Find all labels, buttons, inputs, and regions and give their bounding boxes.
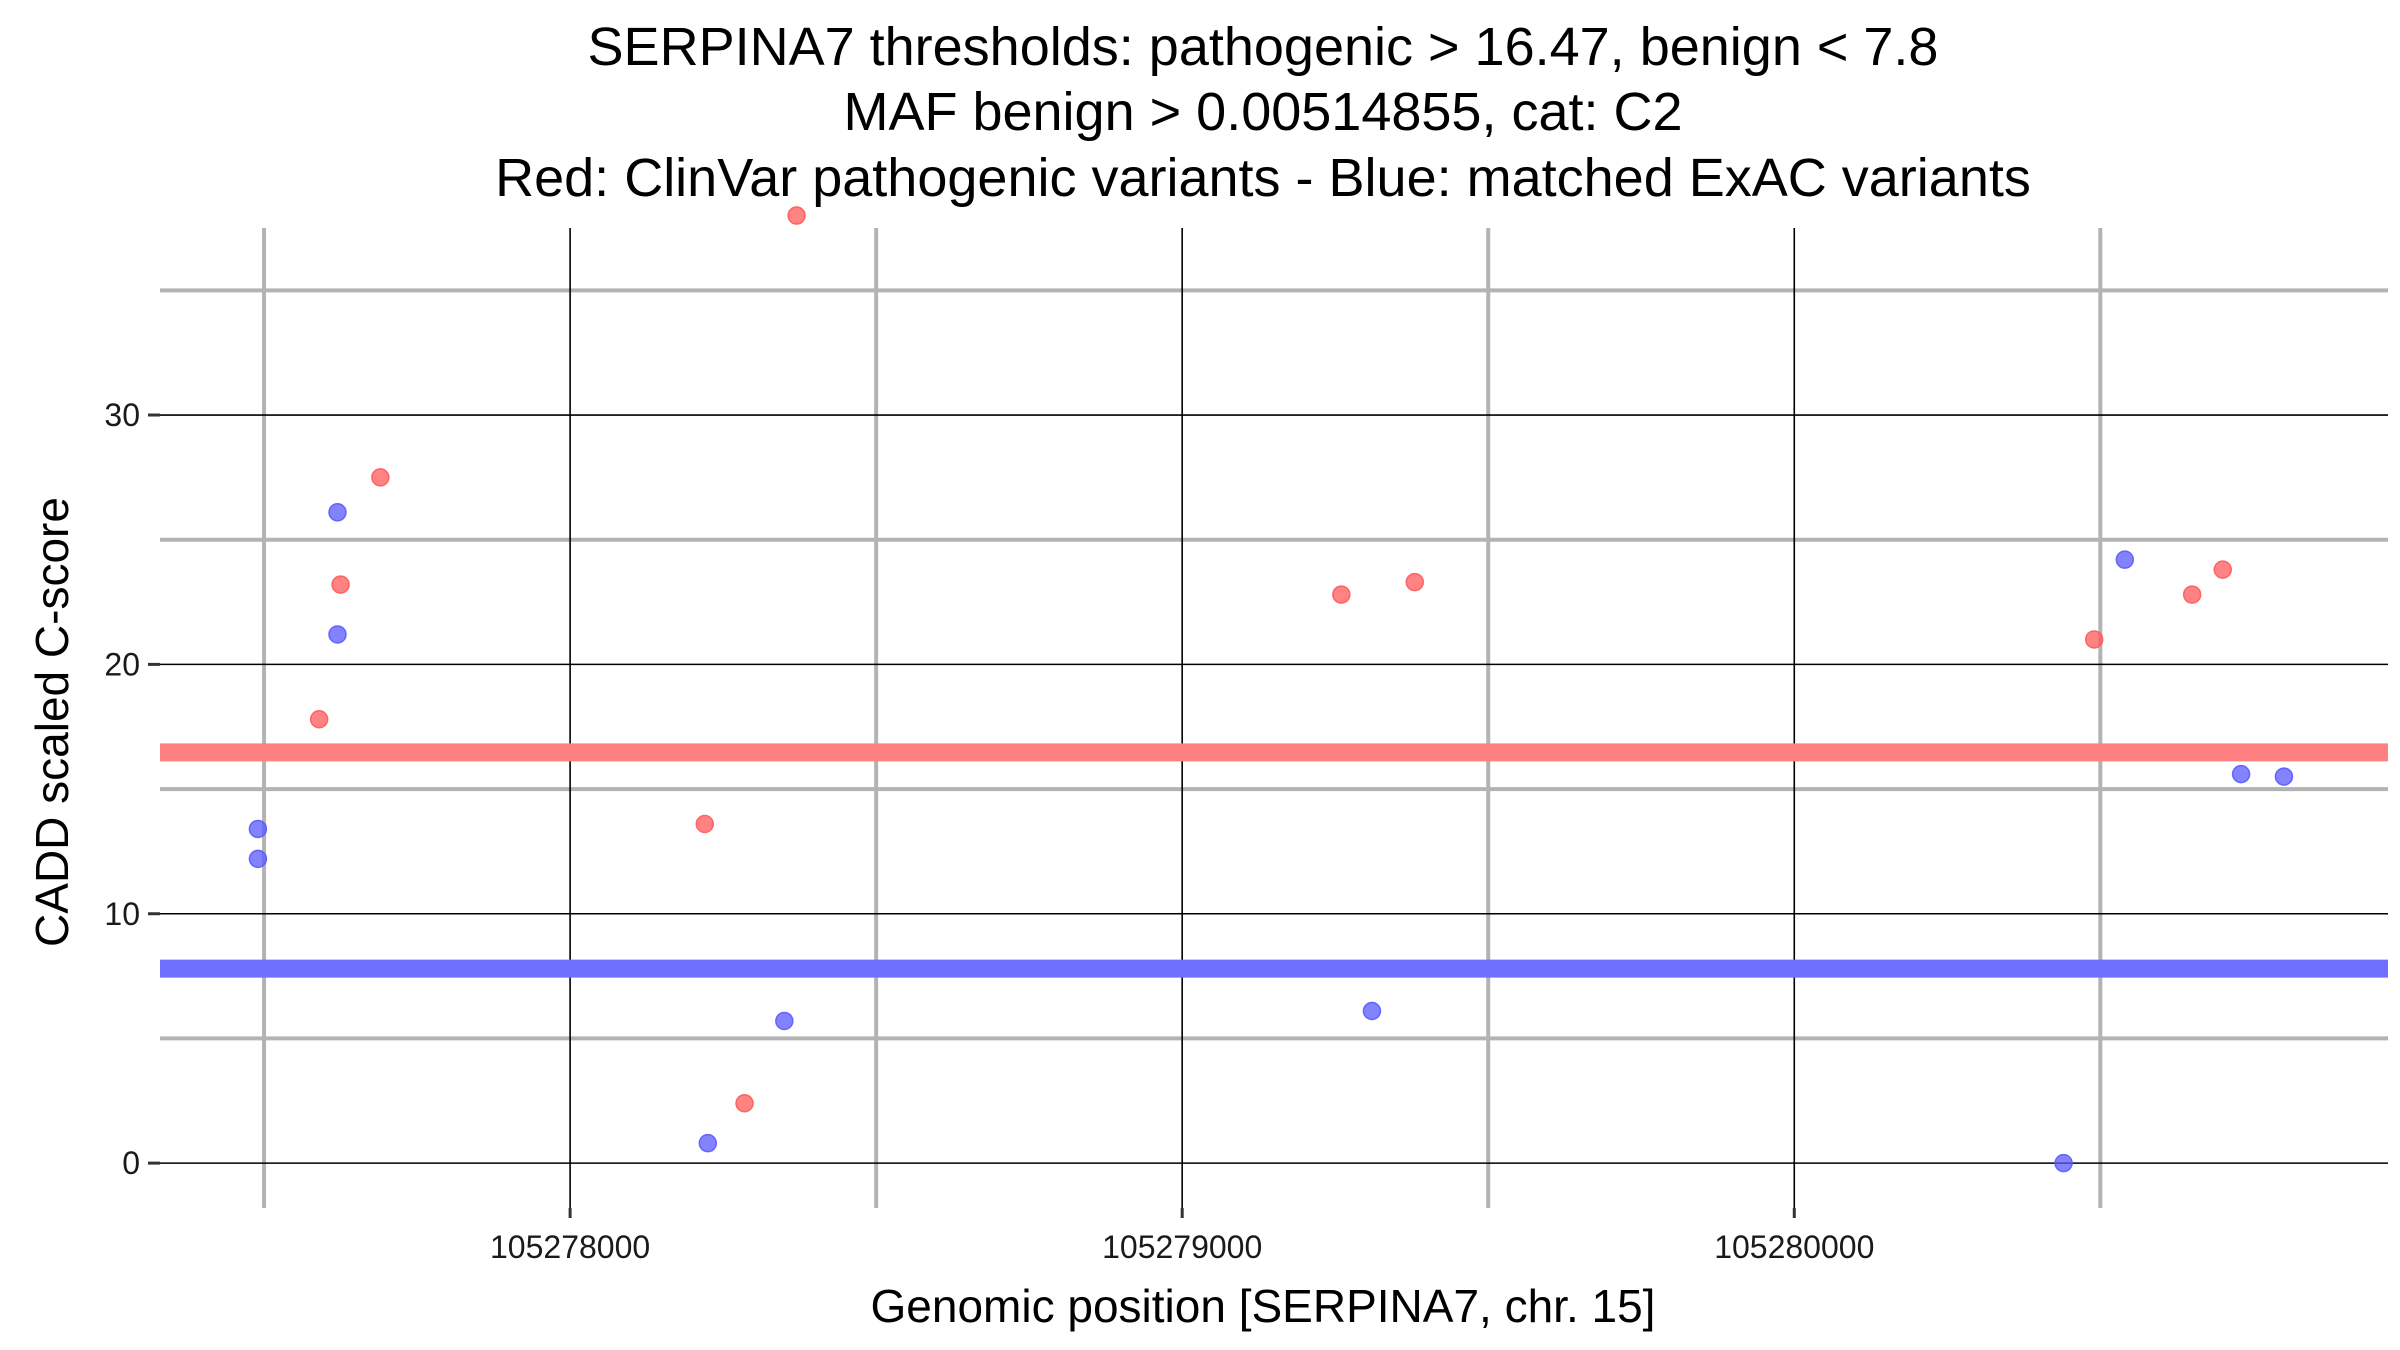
pathogenic-point-4	[735, 1094, 754, 1113]
major-gridlines	[160, 228, 2388, 1208]
pathogenic-point-3	[695, 814, 715, 834]
title-line-2: MAF benign > 0.00514855, cat: C2	[843, 82, 1682, 142]
benign-point-8	[2115, 550, 2135, 569]
benign-point-6	[1362, 1001, 1382, 1021]
y-tick-label-0: 0	[122, 1145, 140, 1181]
pathogenic-point-9	[2182, 585, 2202, 604]
pathogenic-point-10	[2213, 560, 2232, 579]
x-tick-label-1: 105279000	[1102, 1229, 1262, 1265]
pathogenic-point-2	[371, 468, 390, 487]
y-tick-label-3: 30	[104, 397, 140, 433]
y-tick-label-1: 10	[104, 896, 140, 932]
benign-point-4	[698, 1133, 718, 1153]
benign-point-2	[328, 503, 347, 522]
title-line-3: Red: ClinVar pathogenic variants - Blue:…	[495, 148, 2031, 208]
benign-point-9	[2231, 764, 2251, 784]
benign-point-7	[2054, 1153, 2073, 1173]
x-axis-title: Genomic position [SERPINA7, chr. 15]	[871, 1280, 1656, 1332]
title-line-1: SERPINA7 thresholds: pathogenic > 16.47,…	[588, 17, 1939, 77]
minor-gridlines	[160, 228, 2388, 1208]
pathogenic-point-0	[309, 709, 329, 729]
pathogenic-point-8	[2084, 630, 2104, 649]
x-axis: 105278000 105279000 105280000	[490, 1208, 1874, 1265]
pathogenic-point-7	[1405, 572, 1425, 592]
x-tick-label-0: 105278000	[490, 1229, 650, 1265]
threshold-lines	[160, 743, 2388, 978]
chart-title: SERPINA7 thresholds: pathogenic > 16.47,…	[495, 17, 2031, 208]
benign-point-1	[248, 849, 268, 869]
x-tick-label-2: 105280000	[1714, 1229, 1874, 1265]
pathogenic-point-1	[331, 575, 350, 594]
benign-point-5	[775, 1011, 794, 1031]
benign-point-0	[248, 819, 268, 839]
benign-point-3	[328, 625, 347, 644]
y-axis: 0 10 20 30	[104, 397, 160, 1181]
data-points	[248, 206, 2294, 1173]
pathogenic-point-5	[787, 206, 806, 225]
benign-point-10	[2274, 767, 2294, 786]
y-tick-label-2: 20	[104, 646, 140, 682]
y-axis-title: CADD scaled C-score	[26, 497, 78, 947]
pathogenic-point-6	[1332, 585, 1351, 604]
